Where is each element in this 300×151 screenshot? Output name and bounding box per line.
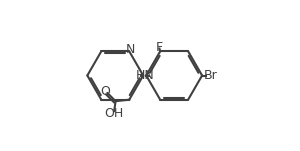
Text: N: N (125, 43, 135, 56)
Text: F: F (156, 41, 163, 54)
Text: Br: Br (203, 69, 217, 82)
Text: HN: HN (135, 69, 154, 82)
Text: OH: OH (104, 107, 123, 120)
Text: O: O (100, 85, 110, 98)
